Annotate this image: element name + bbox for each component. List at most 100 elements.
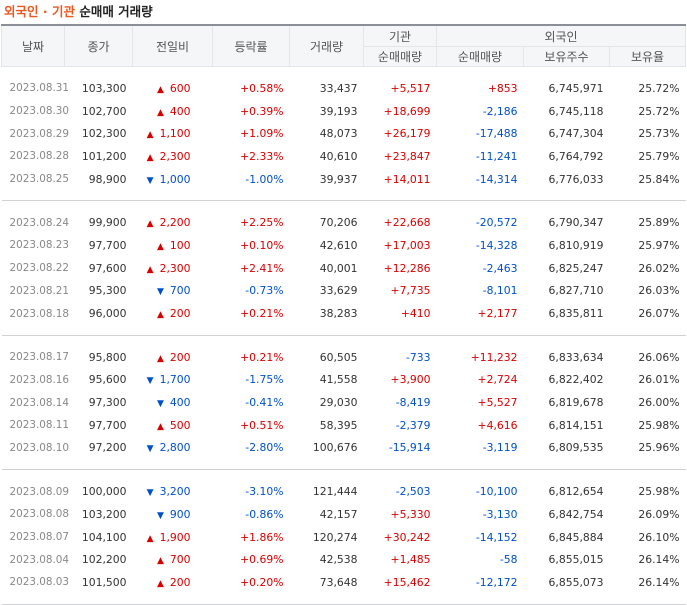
foreign-ratio-cell: 25.72% (638, 104, 680, 118)
header-close: 종가 (64, 24, 133, 67)
rate-cell: -1.75% (245, 373, 284, 387)
change-value: 1,700 (159, 373, 191, 387)
date-cell: 2023.08.03 (9, 576, 70, 589)
foreign-hold-cell: 6,809,535 (548, 441, 604, 455)
inst-net-cell: +23,847 (383, 149, 431, 163)
foreign-net-cell: -2,186 (482, 104, 518, 118)
foreign-hold-cell: 6,814,151 (548, 418, 604, 432)
table-row: 2023.08.11 97,700 ▲ 500 +0.51% 58,395 -2,379 +4… (2, 414, 686, 437)
triangle-up-icon: ▲ (156, 84, 164, 95)
title-rest: 순매매 거래량 (79, 4, 153, 19)
foreign-ratio-cell: 25.72% (638, 81, 680, 95)
table-row: 2023.08.30 102,700 ▲ 400 +0.39% 39,193 +18,699… (2, 100, 686, 123)
group-gap (2, 67, 686, 78)
gap-cell (2, 459, 686, 470)
rate-cell: -3.10% (245, 485, 284, 499)
foreign-ratio-cell: 26.00% (638, 396, 680, 410)
foreign-net-cell: -20,572 (475, 216, 518, 230)
date-cell: 2023.08.25 (9, 173, 70, 186)
change-cell: ▲ 2,200 (133, 211, 213, 234)
table-row: 2023.08.18 96,000 ▲ 200 +0.21% 38,283 +410 +2,1… (2, 302, 686, 325)
volume-cell: 41,558 (319, 373, 358, 387)
inst-net-cell: +5,330 (390, 507, 431, 521)
change-value: 200 (169, 350, 191, 364)
foreign-hold-cell: 6,855,073 (548, 575, 604, 589)
inst-net-cell: +22,668 (383, 216, 431, 230)
foreign-net-cell: -17,488 (475, 127, 518, 141)
table-row: 2023.08.03 101,500 ▲ 200 +0.20% 73,648 +15,462… (2, 571, 686, 594)
header-foreign-hold: 보유주수 (523, 46, 610, 67)
close-cell: 96,000 (88, 307, 127, 321)
date-cell: 2023.08.17 (9, 351, 70, 364)
change-cell: ▼ 1,000 (133, 168, 213, 191)
foreign-net-cell: -11,241 (475, 149, 518, 163)
table-row: 2023.08.23 97,700 ▲ 100 +0.10% 42,610 +17,003 -… (2, 234, 686, 257)
header-inst-net: 순매매량 (363, 46, 437, 67)
volume-cell: 29,030 (319, 396, 358, 410)
close-cell: 97,300 (88, 396, 127, 410)
inst-net-cell: -15,914 (388, 441, 431, 455)
gap-cell (2, 67, 686, 78)
close-cell: 97,200 (88, 441, 127, 455)
date-cell: 2023.08.08 (9, 508, 70, 521)
table-row: 2023.08.09 100,000 ▼ 3,200 -3.10% 121,444 -2,5… (2, 480, 686, 503)
change-value: 2,800 (159, 441, 191, 455)
change-value: 2,300 (159, 149, 191, 163)
triangle-down-icon: ▼ (156, 287, 164, 298)
change-cell: ▼ 3,200 (133, 480, 213, 503)
change-cell: ▲ 200 (133, 346, 213, 369)
change-value: 900 (169, 507, 191, 521)
foreign-net-cell: -14,314 (475, 172, 518, 186)
inst-net-cell: +3,900 (390, 373, 431, 387)
change-cell: ▲ 1,100 (133, 122, 213, 145)
date-cell: 2023.08.07 (9, 531, 70, 544)
close-cell: 95,800 (88, 350, 127, 364)
triangle-up-icon: ▲ (156, 556, 164, 567)
group-separator (1, 335, 686, 336)
foreign-net-cell: +853 (487, 81, 518, 95)
rate-cell: -0.41% (245, 396, 284, 410)
table-row: 2023.08.24 99,900 ▲ 2,200 +2.25% 70,206 +22,66… (2, 211, 686, 234)
foreign-net-cell: -2,463 (482, 261, 518, 275)
inst-net-cell: +14,011 (383, 172, 431, 186)
foreign-ratio-cell: 26.01% (638, 373, 680, 387)
foreign-net-cell: -3,119 (482, 441, 518, 455)
inst-net-cell: -2,503 (395, 485, 431, 499)
change-cell: ▲ 400 (133, 100, 213, 123)
date-cell: 2023.08.23 (9, 239, 70, 252)
date-cell: 2023.08.21 (9, 284, 70, 297)
foreign-hold-cell: 6,812,654 (548, 485, 604, 499)
date-cell: 2023.08.11 (9, 419, 70, 432)
foreign-ratio-cell: 25.98% (638, 418, 680, 432)
rate-cell: -0.73% (245, 284, 284, 298)
header-volume: 거래량 (289, 24, 364, 67)
rate-cell: +0.10% (240, 238, 284, 252)
triangle-up-icon: ▲ (156, 310, 164, 321)
gap-cell (2, 190, 686, 201)
group-gap (2, 594, 686, 605)
change-value: 100 (169, 238, 191, 252)
inst-net-cell: +26,179 (383, 127, 431, 141)
table-row: 2023.08.22 97,600 ▲ 2,300 +2.41% 40,001 +12,28… (2, 257, 686, 280)
volume-cell: 42,157 (319, 507, 358, 521)
volume-cell: 73,648 (319, 575, 358, 589)
change-cell: ▲ 100 (133, 234, 213, 257)
inst-net-cell: +1,485 (390, 553, 431, 567)
gap-cell (2, 470, 686, 480)
inst-net-cell: -2,379 (395, 418, 431, 432)
gap-cell (2, 594, 686, 605)
date-cell: 2023.08.10 (9, 441, 70, 454)
change-cell: ▲ 600 (133, 77, 213, 100)
header-foreign-net: 순매매량 (436, 46, 524, 67)
date-cell: 2023.08.24 (9, 216, 70, 229)
rate-cell: +1.86% (240, 530, 284, 544)
table-row: 2023.08.16 95,600 ▼ 1,700 -1.75% 41,558 +3,900… (2, 369, 686, 392)
table-row: 2023.08.08 103,200 ▼ 900 -0.86% 42,157 +5,330 -… (2, 503, 686, 526)
header-foreign-ratio: 보유율 (609, 46, 686, 67)
separator-cell (1, 469, 686, 471)
foreign-net-cell: -3,130 (482, 507, 518, 521)
date-cell: 2023.08.04 (9, 553, 70, 566)
foreign-ratio-cell: 26.14% (638, 575, 680, 589)
table-row: 2023.08.21 95,300 ▼ 700 -0.73% 33,629 +7,735 -8… (2, 280, 686, 303)
inst-net-cell: +17,003 (383, 238, 431, 252)
